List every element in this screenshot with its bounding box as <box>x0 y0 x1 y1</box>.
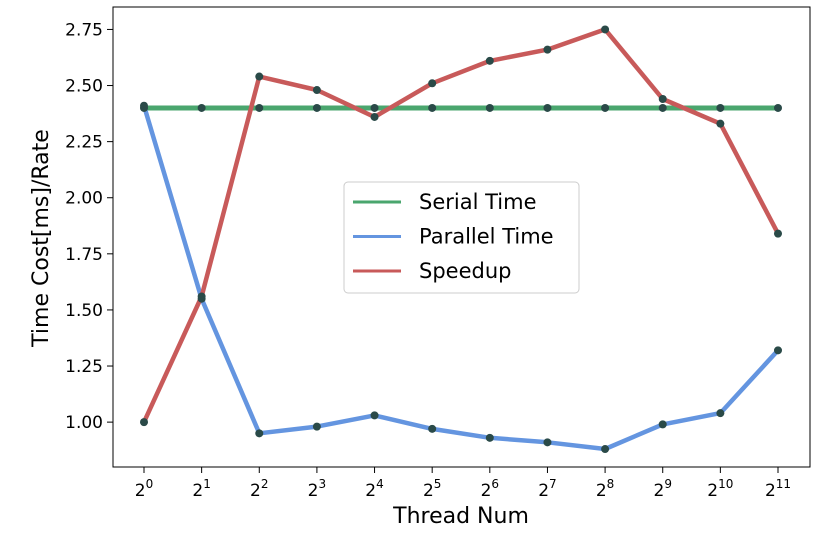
x-tick-label: 210 <box>707 477 733 501</box>
x-axis: 20 21 22 23 24 25 26 27 28 29 210 211 <box>135 467 791 501</box>
x-tick-exponent: 10 <box>718 477 733 491</box>
speedup-point <box>370 112 379 121</box>
x-tick-exponent: 6 <box>491 477 499 491</box>
serial-time-point <box>601 103 610 112</box>
x-tick-label: 21 <box>192 477 210 501</box>
x-tick-label: 27 <box>538 477 556 501</box>
y-tick-label: 2.25 <box>65 133 103 153</box>
legend-label-speedup: Speedup <box>419 259 511 283</box>
legend-label-parallel-time: Parallel Time <box>419 225 554 249</box>
y-tick-label: 1.75 <box>65 245 103 265</box>
x-tick-label: 25 <box>423 477 441 501</box>
serial-time-point <box>312 103 321 112</box>
x-tick-base: 2 <box>192 481 203 501</box>
x-tick-label: 29 <box>653 477 671 501</box>
x-tick-label: 20 <box>135 477 153 501</box>
serial-time-point <box>370 103 379 112</box>
parallel-time-point <box>370 411 379 420</box>
speedup-line <box>141 27 781 425</box>
y-tick-label: 2.75 <box>65 20 103 40</box>
x-tick-label: 28 <box>596 477 614 501</box>
x-tick-base: 2 <box>308 481 319 501</box>
speedup-point <box>312 86 321 95</box>
x-tick-exponent: 4 <box>376 477 384 491</box>
x-tick-exponent: 3 <box>319 477 327 491</box>
series-layer <box>140 25 782 454</box>
speedup-point <box>485 56 494 65</box>
legend: Serial Time Parallel Time Speedup <box>343 181 580 294</box>
x-tick-exponent: 9 <box>664 477 672 491</box>
x-tick-label: 26 <box>481 477 499 501</box>
x-tick-base: 2 <box>765 481 776 501</box>
serial-time-point <box>774 103 782 112</box>
x-tick-exponent: 11 <box>776 477 791 491</box>
x-tick-base: 2 <box>423 481 434 501</box>
y-axis: 1.00 1.25 1.50 1.75 2.00 2.25 2.50 2.75 <box>65 20 113 433</box>
serial-time-point <box>428 103 437 112</box>
x-tick-exponent: 8 <box>607 477 615 491</box>
serial-time-point <box>543 103 552 112</box>
x-tick-base: 2 <box>653 481 664 501</box>
y-axis-title: Time Cost[ms]/Rate <box>29 129 54 348</box>
x-tick-label: 22 <box>250 477 268 501</box>
parallel-time-point <box>140 101 148 110</box>
parallel-time-point <box>658 420 667 429</box>
y-tick-label: 1.25 <box>65 357 103 377</box>
parallel-time-point <box>485 433 494 442</box>
x-tick-base: 2 <box>538 481 549 501</box>
speedup-point <box>255 72 264 81</box>
speedup-point <box>658 95 667 103</box>
speedup-point <box>428 79 437 88</box>
x-axis-title: Thread Num <box>392 504 529 529</box>
x-tick-base: 2 <box>707 481 718 501</box>
speedup-point <box>774 229 782 238</box>
speedup-point <box>543 45 552 54</box>
x-tick-base: 2 <box>250 481 261 501</box>
x-tick-exponent: 2 <box>261 477 269 491</box>
serial-time-point <box>658 103 667 112</box>
x-tick-exponent: 7 <box>549 477 557 491</box>
x-tick-base: 2 <box>365 481 376 501</box>
x-tick-base: 2 <box>135 481 146 501</box>
speedup-point <box>140 418 148 427</box>
y-tick-label: 2.00 <box>65 189 103 209</box>
parallel-time-point <box>601 445 610 454</box>
y-tick-label: 2.50 <box>65 77 103 97</box>
x-tick-label: 24 <box>365 477 383 501</box>
serial-time-point <box>197 103 206 112</box>
x-tick-exponent: 1 <box>203 477 211 491</box>
x-tick-exponent: 5 <box>434 477 442 491</box>
serial-time-point <box>485 103 494 112</box>
serial-time-point <box>716 103 725 112</box>
x-tick-label: 211 <box>765 477 791 501</box>
x-tick-base: 2 <box>596 481 607 501</box>
speedup-point <box>716 119 725 128</box>
legend-box <box>343 181 580 294</box>
x-tick-base: 2 <box>481 481 492 501</box>
parallel-time-point <box>312 422 321 431</box>
parallel-time-point <box>543 438 552 447</box>
parallel-time-point <box>774 346 782 355</box>
y-tick-label: 1.00 <box>65 413 103 433</box>
legend-label-serial-time: Serial Time <box>419 190 537 214</box>
speedup-point <box>601 25 610 34</box>
speedup-point <box>197 292 206 301</box>
parallel-time-point <box>716 409 725 418</box>
parallel-time-point <box>255 429 264 438</box>
serial-time-point <box>255 103 264 112</box>
parallel-time-point <box>428 424 437 433</box>
x-tick-label: 23 <box>308 477 326 501</box>
x-tick-exponent: 0 <box>146 477 154 491</box>
parallel-time-line <box>141 103 781 452</box>
y-tick-label: 1.50 <box>65 301 103 321</box>
